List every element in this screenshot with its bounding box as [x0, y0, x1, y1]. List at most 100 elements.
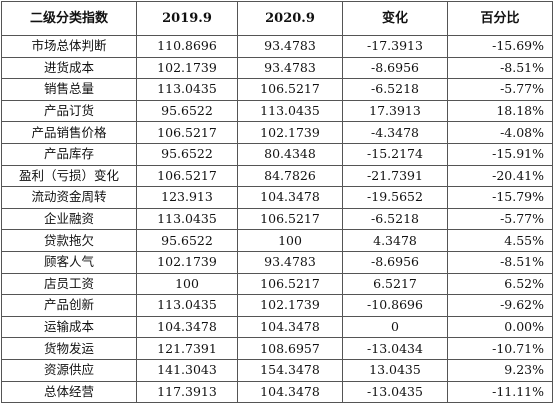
row-change-cell: -13.0435 [342, 380, 448, 404]
table-row: 市场总体判断 110.8696 93.4783 -17.3913 -15.69% [1, 35, 553, 58]
table-row: 店员工资 100 106.5217 6.5217 6.52% [1, 272, 553, 296]
table-row: 资源供应 141.3043 154.3478 13.0435 9.23% [1, 358, 553, 382]
table-row: 产品库存 95.6522 80.4348 -15.2174 -15.91% [1, 142, 553, 166]
row-2020-value-cell: 93.4783 [237, 250, 343, 274]
table-header-row: 二级分类指数 2019.9 2020.9 变化 百分比 [1, 1, 553, 36]
row-change-cell: -4.3478 [342, 121, 448, 144]
table-row: 企业融资 113.0435 106.5217 -6.5218 -5.77% [1, 207, 553, 231]
table-row: 进货成本 102.1739 93.4783 -8.6956 -8.51% [1, 56, 553, 80]
row-2019-value-cell: 106.5217 [136, 121, 238, 144]
row-2019-value-cell: 110.8696 [136, 35, 238, 58]
row-2020-value-cell: 154.3478 [237, 358, 343, 382]
row-2019-value-cell: 117.3913 [136, 380, 238, 404]
row-category-cell: 运输成本 [1, 315, 137, 339]
row-percent-cell: -5.77% [447, 78, 553, 101]
row-category-cell: 资源供应 [1, 358, 137, 382]
row-change-cell: -6.5218 [342, 207, 448, 231]
row-percent-cell: -5.77% [447, 207, 553, 231]
row-change-cell: -21.7391 [342, 164, 448, 188]
row-percent-cell: -15.69% [447, 35, 553, 58]
row-2020-value-cell: 93.4783 [237, 35, 343, 58]
row-category-cell: 产品创新 [1, 294, 137, 317]
row-change-cell: -13.0434 [342, 337, 448, 360]
row-percent-cell: -8.51% [447, 250, 553, 274]
row-2020-value-cell: 102.1739 [237, 121, 343, 144]
row-2019-value-cell: 95.6522 [136, 99, 238, 123]
row-2020-value-cell: 104.3478 [237, 315, 343, 339]
row-2019-value-cell: 121.7391 [136, 337, 238, 360]
row-2019-value-cell: 123.913 [136, 186, 238, 209]
row-percent-cell: -9.62% [447, 294, 553, 317]
table-row: 总体经营 117.3913 104.3478 -13.0435 -11.11% [1, 380, 553, 404]
row-category-cell: 市场总体判断 [1, 35, 137, 58]
table-row: 运输成本 104.3478 104.3478 0 0.00% [1, 315, 553, 339]
table-row: 产品创新 113.0435 102.1739 -10.8696 -9.62% [1, 294, 553, 317]
row-percent-cell: -15.79% [447, 186, 553, 209]
row-change-cell: -8.6956 [342, 56, 448, 80]
row-2019-value-cell: 102.1739 [136, 250, 238, 274]
row-2019-value-cell: 95.6522 [136, 229, 238, 252]
index-table-container: 二级分类指数 2019.9 2020.9 变化 百分比 市场总体判断 110.86… [1, 1, 553, 404]
row-percent-cell: -4.08% [447, 121, 553, 144]
table-row: 盈利（亏损）变化 106.5217 84.7826 -21.7391 -20.41% [1, 164, 553, 188]
row-category-cell: 流动资金周转 [1, 186, 137, 209]
table-body: 市场总体判断 110.8696 93.4783 -17.3913 -15.69% 进货成本… [1, 35, 553, 404]
header-percent: 百分比 [447, 1, 553, 36]
row-category-cell: 企业融资 [1, 207, 137, 231]
row-change-cell: 17.3913 [342, 99, 448, 123]
table-row: 产品销售价格 106.5217 102.1739 -4.3478 -4.08% [1, 121, 553, 144]
row-2020-value-cell: 104.3478 [237, 186, 343, 209]
row-2020-value-cell: 106.5217 [237, 272, 343, 296]
row-category-cell: 产品销售价格 [1, 121, 137, 144]
row-category-cell: 贷款拖欠 [1, 229, 137, 252]
header-2020-9: 2020.9 [237, 1, 343, 36]
row-2020-value-cell: 93.4783 [237, 56, 343, 80]
row-2020-value-cell: 80.4348 [237, 142, 343, 166]
header-change: 变化 [342, 1, 448, 36]
secondary-index-table: 二级分类指数 2019.9 2020.9 变化 百分比 市场总体判断 110.86… [1, 1, 553, 404]
row-category-cell: 产品库存 [1, 142, 137, 166]
row-percent-cell: 18.18% [447, 99, 553, 123]
row-2020-value-cell: 84.7826 [237, 164, 343, 188]
row-change-cell: -15.2174 [342, 142, 448, 166]
row-category-cell: 店员工资 [1, 272, 137, 296]
row-2020-value-cell: 104.3478 [237, 380, 343, 404]
row-2020-value-cell: 100 [237, 229, 343, 252]
row-category-cell: 盈利（亏损）变化 [1, 164, 137, 188]
row-change-cell: 4.3478 [342, 229, 448, 252]
row-percent-cell: -11.11% [447, 380, 553, 404]
row-change-cell: -6.5218 [342, 78, 448, 101]
row-category-cell: 销售总量 [1, 78, 137, 101]
row-category-cell: 总体经营 [1, 380, 137, 404]
table-row: 流动资金周转 123.913 104.3478 -19.5652 -15.79% [1, 186, 553, 209]
row-2020-value-cell: 106.5217 [237, 78, 343, 101]
row-2019-value-cell: 141.3043 [136, 358, 238, 382]
table-row: 顾客人气 102.1739 93.4783 -8.6956 -8.51% [1, 250, 553, 274]
row-change-cell: -10.8696 [342, 294, 448, 317]
row-2020-value-cell: 108.6957 [237, 337, 343, 360]
row-percent-cell: -10.71% [447, 337, 553, 360]
row-2020-value-cell: 102.1739 [237, 294, 343, 317]
row-change-cell: -17.3913 [342, 35, 448, 58]
row-2019-value-cell: 104.3478 [136, 315, 238, 339]
row-percent-cell: 6.52% [447, 272, 553, 296]
row-category-cell: 顾客人气 [1, 250, 137, 274]
row-2020-value-cell: 113.0435 [237, 99, 343, 123]
row-2020-value-cell: 106.5217 [237, 207, 343, 231]
row-2019-value-cell: 102.1739 [136, 56, 238, 80]
row-percent-cell: 0.00% [447, 315, 553, 339]
table-row: 货物发运 121.7391 108.6957 -13.0434 -10.71% [1, 337, 553, 360]
table-row: 产品订货 95.6522 113.0435 17.3913 18.18% [1, 99, 553, 123]
header-category: 二级分类指数 [1, 1, 137, 36]
row-change-cell: 6.5217 [342, 272, 448, 296]
row-change-cell: 13.0435 [342, 358, 448, 382]
row-change-cell: 0 [342, 315, 448, 339]
row-2019-value-cell: 100 [136, 272, 238, 296]
row-category-cell: 进货成本 [1, 56, 137, 80]
row-percent-cell: 4.55% [447, 229, 553, 252]
row-2019-value-cell: 113.0435 [136, 294, 238, 317]
table-row: 销售总量 113.0435 106.5217 -6.5218 -5.77% [1, 78, 553, 101]
row-percent-cell: -20.41% [447, 164, 553, 188]
row-2019-value-cell: 113.0435 [136, 207, 238, 231]
table-row: 贷款拖欠 95.6522 100 4.3478 4.55% [1, 229, 553, 252]
